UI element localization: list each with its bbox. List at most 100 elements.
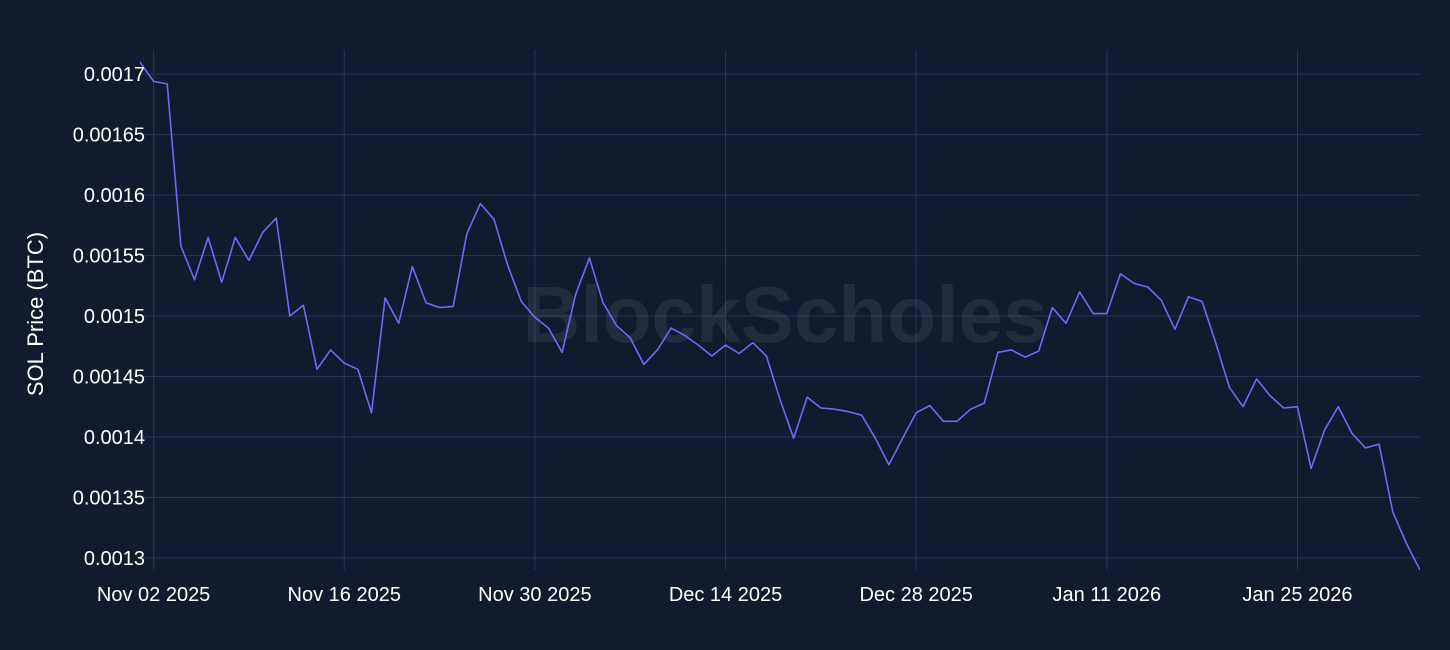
data-point (492, 217, 497, 222)
data-point (587, 256, 592, 261)
data-point (546, 326, 551, 331)
data-point (369, 410, 374, 415)
data-point (914, 410, 919, 415)
data-point (1363, 445, 1368, 450)
data-point (955, 419, 960, 424)
x-tick-label: Nov 16 2025 (288, 584, 401, 606)
data-point (1050, 305, 1055, 310)
x-axis-ticks: Nov 02 2025 Nov 16 2025 Nov 30 2025 Dec 14 … (97, 584, 1353, 606)
data-point (478, 201, 483, 206)
data-point (1036, 349, 1041, 354)
data-point (995, 350, 1000, 355)
x-tick-label: Nov 02 2025 (97, 584, 210, 606)
data-point (260, 230, 265, 235)
data-point (437, 305, 442, 310)
data-point (1064, 321, 1069, 326)
data-point (750, 340, 755, 345)
data-point (560, 350, 565, 355)
data-point (1145, 285, 1150, 290)
data-point (805, 395, 810, 400)
data-point (682, 333, 687, 338)
data-point (1404, 541, 1409, 546)
data-point (1377, 442, 1382, 447)
data-point (1023, 355, 1028, 360)
data-point (927, 403, 932, 408)
data-point (219, 280, 224, 285)
data-point (573, 292, 578, 297)
y-tick-label: 0.0015 (84, 306, 145, 328)
data-point (601, 300, 606, 305)
y-tick-label: 0.0013 (84, 548, 145, 570)
y-tick-label: 0.0016 (84, 185, 145, 207)
data-point (1322, 427, 1327, 432)
data-point (709, 354, 714, 359)
data-point (764, 354, 769, 359)
data-point (1241, 404, 1246, 409)
data-point (614, 323, 619, 328)
y-tick-label: 0.00165 (73, 125, 145, 147)
series-layer (140, 61, 1420, 570)
data-point (274, 216, 279, 221)
data-point (505, 263, 510, 268)
data-point (1172, 327, 1177, 332)
y-axis-title: SOL Price (BTC) (23, 232, 48, 396)
data-point (355, 367, 360, 372)
data-point (383, 295, 388, 300)
data-point (737, 351, 742, 356)
data-point (846, 409, 851, 414)
data-point (192, 277, 197, 282)
data-point (900, 436, 905, 441)
sol-price-line (140, 61, 1420, 570)
data-point (178, 243, 183, 248)
data-point (1200, 299, 1205, 304)
data-point (151, 79, 156, 84)
y-tick-label: 0.0017 (84, 64, 145, 86)
data-point (1227, 385, 1232, 390)
data-point (1268, 393, 1273, 398)
data-point (818, 406, 823, 411)
data-point (1254, 376, 1259, 381)
y-tick-label: 0.00155 (73, 246, 145, 268)
data-point (982, 401, 987, 406)
data-point (1390, 510, 1395, 515)
data-point (1281, 406, 1286, 411)
data-point (723, 343, 728, 348)
data-point (778, 397, 783, 402)
data-point (873, 436, 878, 441)
data-point (859, 413, 864, 418)
data-point (464, 231, 469, 236)
data-point (451, 304, 456, 309)
data-point (1186, 294, 1191, 299)
data-point (1077, 289, 1082, 294)
data-point (315, 367, 320, 372)
blockscholes-watermark: BlockScholes (523, 270, 1048, 359)
data-point (532, 315, 537, 320)
y-axis-ticks: 0.0013 0.00135 0.0014 0.00145 0.0015 0.00155 0… (73, 64, 145, 570)
data-point (1091, 311, 1096, 316)
x-tick-label: Jan 25 2026 (1242, 584, 1352, 606)
data-point (206, 235, 211, 240)
gridlines (140, 50, 1420, 570)
data-point (410, 264, 415, 269)
data-point (1009, 347, 1014, 352)
y-tick-label: 0.0014 (84, 427, 145, 449)
data-point (246, 258, 251, 263)
data-point (628, 335, 633, 340)
y-tick-label: 0.00135 (73, 487, 145, 509)
data-point (301, 303, 306, 308)
data-point (1295, 404, 1300, 409)
data-point (328, 347, 333, 352)
y-tick-label: 0.00145 (73, 367, 145, 389)
data-point (165, 81, 170, 86)
data-point (1104, 311, 1109, 316)
data-point (1336, 404, 1341, 409)
data-point (1213, 340, 1218, 345)
data-point (424, 300, 429, 305)
data-point (233, 235, 238, 240)
data-point (1132, 281, 1137, 286)
data-point (641, 362, 646, 367)
data-point (968, 407, 973, 412)
